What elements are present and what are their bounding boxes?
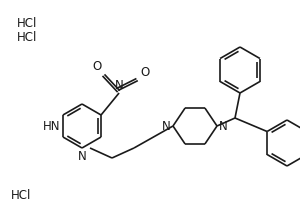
- Text: N: N: [162, 120, 171, 133]
- Text: O: O: [93, 60, 102, 73]
- Text: HCl: HCl: [11, 189, 31, 202]
- Text: O: O: [140, 66, 149, 79]
- Text: N: N: [78, 150, 86, 163]
- Text: HCl: HCl: [16, 31, 37, 44]
- Text: N: N: [219, 120, 228, 133]
- Text: HN: HN: [42, 120, 60, 133]
- Text: HCl: HCl: [16, 17, 37, 30]
- Text: N: N: [115, 79, 123, 92]
